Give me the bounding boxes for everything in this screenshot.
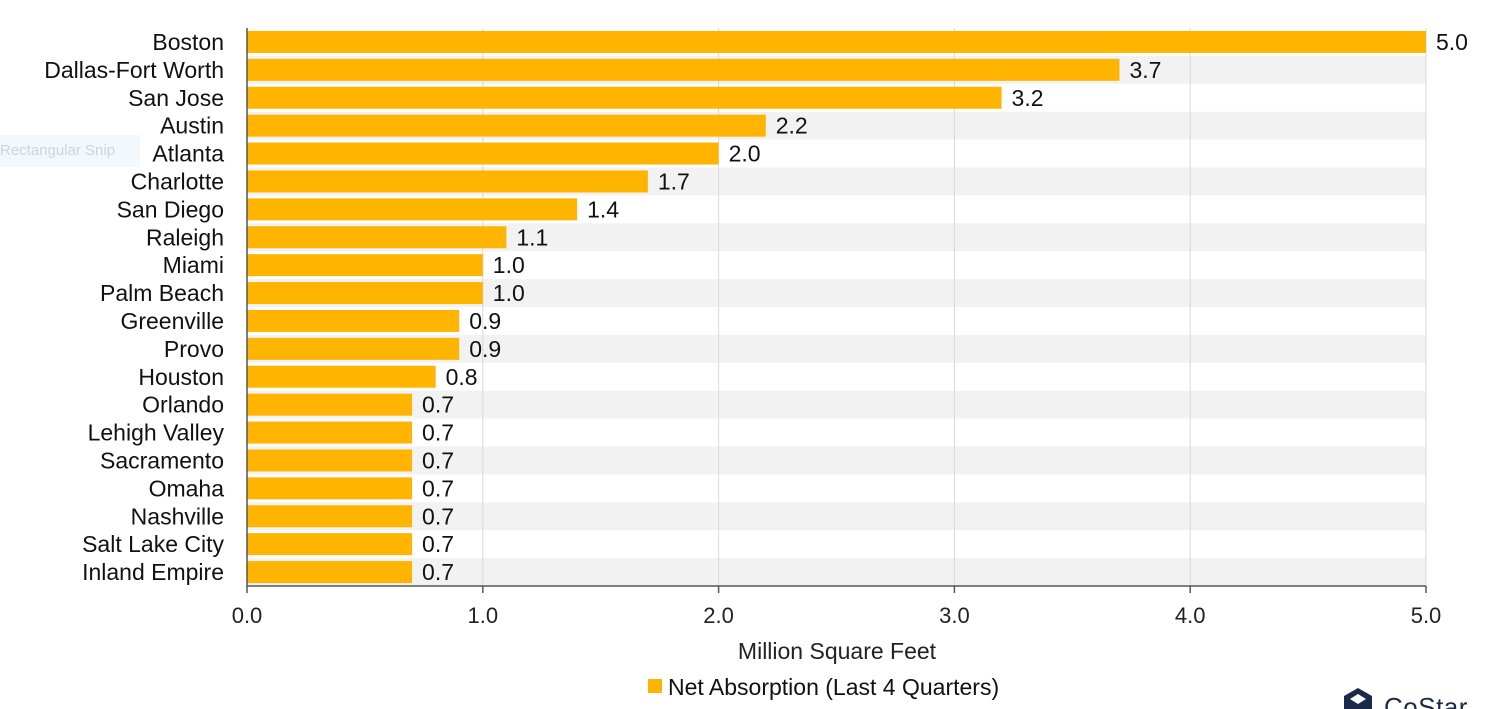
value-label: 1.1 <box>516 224 548 250</box>
bar <box>247 337 460 360</box>
legend-label: Net Absorption (Last 4 Quarters) <box>668 674 999 700</box>
value-label: 3.7 <box>1129 57 1161 83</box>
value-label: 2.2 <box>776 113 808 139</box>
category-label: Inland Empire <box>82 559 224 585</box>
bar <box>247 561 413 584</box>
category-label: Houston <box>138 364 224 390</box>
bar <box>247 393 413 416</box>
value-labels: 5.03.73.22.22.01.71.41.11.01.00.90.90.80… <box>422 29 1468 585</box>
bar <box>247 505 413 528</box>
value-label: 2.0 <box>729 141 761 167</box>
snip-tooltip: Rectangular Snip <box>0 135 140 167</box>
value-label: 5.0 <box>1436 29 1468 55</box>
category-label: Austin <box>160 113 224 139</box>
legend: Net Absorption (Last 4 Quarters) <box>648 674 999 700</box>
category-label: Salt Lake City <box>82 531 224 557</box>
value-label: 1.7 <box>658 168 690 194</box>
bar <box>247 58 1120 81</box>
row-band <box>247 558 1426 586</box>
category-label: Dallas-Fort Worth <box>44 57 224 83</box>
logo-text: CoStar <box>1384 692 1468 709</box>
x-tick-label: 4.0 <box>1175 603 1206 628</box>
bar <box>247 114 766 137</box>
bar <box>247 226 507 249</box>
x-axis-ticks: 0.0 1.0 2.0 3.0 4.0 5.0 <box>232 586 1442 628</box>
value-label: 3.2 <box>1012 85 1044 111</box>
bar <box>247 254 483 277</box>
bar <box>247 533 413 556</box>
x-tick-label: 5.0 <box>1411 603 1442 628</box>
category-label: Greenville <box>120 308 224 334</box>
bar <box>247 365 436 388</box>
bar <box>247 170 648 193</box>
value-label: 1.0 <box>493 280 525 306</box>
category-label: San Diego <box>117 196 224 222</box>
bar <box>247 449 413 472</box>
bar <box>247 477 413 500</box>
value-label: 0.9 <box>469 308 501 334</box>
category-label: Raleigh <box>146 224 224 250</box>
value-label: 0.7 <box>422 475 454 501</box>
bars <box>247 30 1426 584</box>
costar-logo: CoStar <box>1338 686 1485 709</box>
bar <box>247 198 578 221</box>
category-label: Palm Beach <box>100 280 224 306</box>
x-tick-label: 3.0 <box>939 603 970 628</box>
x-axis-title: Million Square Feet <box>738 638 937 664</box>
value-label: 1.4 <box>587 196 619 222</box>
value-label: 0.7 <box>422 392 454 418</box>
category-label: Boston <box>152 29 224 55</box>
value-label: 0.7 <box>422 420 454 446</box>
category-label: Sacramento <box>100 447 224 473</box>
value-label: 0.7 <box>422 503 454 529</box>
snip-label: Rectangular Snip <box>0 142 116 159</box>
bar <box>247 142 719 165</box>
bar <box>247 309 460 332</box>
category-label: Atlanta <box>152 141 224 167</box>
category-label: Charlotte <box>131 168 224 194</box>
category-label: Lehigh Valley <box>88 420 225 446</box>
value-label: 1.0 <box>493 252 525 278</box>
value-label: 0.7 <box>422 447 454 473</box>
x-tick-label: 2.0 <box>703 603 734 628</box>
row-band <box>247 390 1426 419</box>
value-label: 0.9 <box>469 336 501 362</box>
value-label: 0.7 <box>422 559 454 585</box>
bar <box>247 30 1426 53</box>
category-label: San Jose <box>128 85 224 111</box>
legend-swatch <box>648 679 662 693</box>
category-label: Miami <box>163 252 224 278</box>
row-band <box>247 502 1426 531</box>
category-label: Orlando <box>142 392 224 418</box>
bar <box>247 282 483 305</box>
row-band <box>247 446 1426 475</box>
value-label: 0.7 <box>422 531 454 557</box>
category-label: Provo <box>164 336 224 362</box>
logo-mark-icon <box>1344 688 1372 709</box>
x-tick-label: 0.0 <box>232 603 263 628</box>
category-label: Omaha <box>149 475 225 501</box>
bar <box>247 86 1002 109</box>
category-label: Nashville <box>131 503 224 529</box>
x-tick-label: 1.0 <box>468 603 499 628</box>
value-label: 0.8 <box>446 364 478 390</box>
bar <box>247 421 413 444</box>
